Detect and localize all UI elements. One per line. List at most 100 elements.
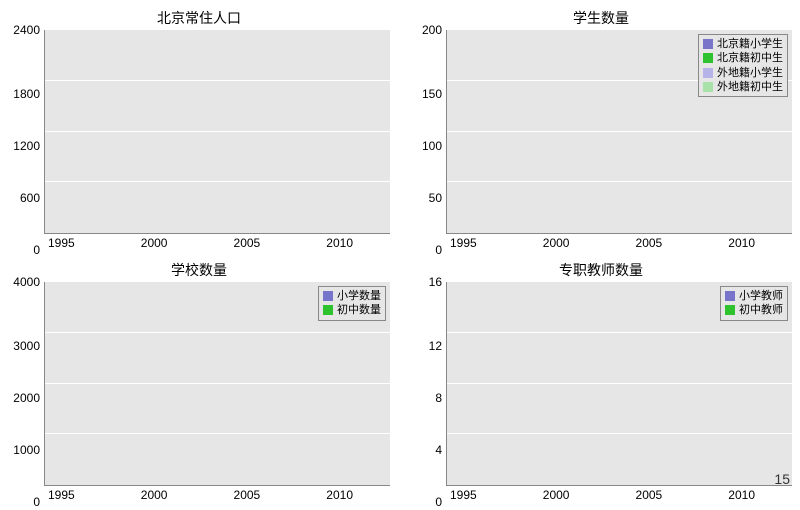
- xtick-label: [370, 488, 387, 502]
- xtick-label: [310, 236, 327, 250]
- plot-area: 北京籍小学生北京籍初中生外地籍小学生外地籍初中生: [446, 30, 792, 234]
- legend-label: 初中数量: [337, 303, 381, 317]
- ytick-label: 0: [410, 244, 442, 256]
- xtick-label: [603, 236, 620, 250]
- xtick-label: [603, 488, 620, 502]
- legend-item: 初中教师: [725, 303, 783, 317]
- ytick-label: 4: [410, 444, 442, 456]
- xtick-label: [619, 488, 636, 502]
- xtick-label: 2010: [326, 488, 353, 502]
- xtick-label: 2010: [728, 488, 755, 502]
- legend-swatch: [725, 305, 735, 315]
- legend-swatch: [703, 39, 713, 49]
- xtick-label: [277, 236, 294, 250]
- xtick-label: [108, 488, 125, 502]
- legend-label: 外地籍初中生: [717, 80, 783, 94]
- xtick-label: [75, 236, 92, 250]
- legend-swatch: [703, 82, 713, 92]
- xaxis: 1995200020052010: [44, 234, 390, 250]
- xaxis: 1995200020052010: [446, 234, 792, 250]
- xtick-label: [260, 488, 277, 502]
- plot-area: [44, 30, 390, 234]
- yaxis: 01000200030004000: [8, 282, 44, 502]
- yaxis: 050100150200: [410, 30, 446, 250]
- chart-schools: 01000200030004000 小学数量初中数量 1995200020052…: [8, 282, 390, 502]
- xtick-label: [526, 488, 543, 502]
- legend: 北京籍小学生北京籍初中生外地籍小学生外地籍初中生: [698, 34, 788, 97]
- panel-teachers: 专职教师数量 0481216 15 小学教师初中教师 1995200020052…: [410, 260, 792, 502]
- xtick-label: [569, 488, 586, 502]
- legend-swatch: [323, 291, 333, 301]
- xtick-label: [526, 236, 543, 250]
- xtick-label: [619, 236, 636, 250]
- chart-students: 050100150200 北京籍小学生北京籍初中生外地籍小学生外地籍初中生 19…: [410, 30, 792, 250]
- xtick-label: [477, 236, 494, 250]
- legend-label: 外地籍小学生: [717, 66, 783, 80]
- legend-swatch: [703, 53, 713, 63]
- xtick-label: [201, 488, 218, 502]
- xtick-label: [712, 236, 729, 250]
- xtick-label: [124, 488, 141, 502]
- xtick-label: [695, 488, 712, 502]
- xtick-label: [493, 236, 510, 250]
- xtick-label: [353, 236, 370, 250]
- title-teachers: 专职教师数量: [410, 260, 792, 280]
- xtick-label: 2005: [234, 488, 261, 502]
- xtick-label: [755, 236, 772, 250]
- xtick-label: [75, 488, 92, 502]
- xtick-label: [260, 236, 277, 250]
- ytick-label: 0: [8, 244, 40, 256]
- legend-swatch: [703, 68, 713, 78]
- chart-grid: 北京常住人口 0600120018002400 1995200020052010…: [8, 8, 792, 502]
- ytick-label: 200: [410, 24, 442, 36]
- yaxis: 0481216: [410, 282, 446, 502]
- xtick-label: 1995: [48, 236, 75, 250]
- xtick-label: [370, 236, 387, 250]
- panel-students: 学生数量 050100150200 北京籍小学生北京籍初中生外地籍小学生外地籍初…: [410, 8, 792, 250]
- xtick-label: [510, 488, 527, 502]
- xtick-label: 1995: [450, 236, 477, 250]
- xtick-label: [91, 488, 108, 502]
- legend-item: 外地籍小学生: [703, 66, 783, 80]
- xtick-label: 2000: [543, 236, 570, 250]
- ytick-label: 1800: [8, 88, 40, 100]
- legend-label: 小学数量: [337, 289, 381, 303]
- ytick-label: 600: [8, 192, 40, 204]
- xtick-label: [124, 236, 141, 250]
- legend-item: 小学教师: [725, 289, 783, 303]
- ytick-label: 8: [410, 392, 442, 404]
- ytick-label: 0: [8, 496, 40, 508]
- xtick-label: [108, 236, 125, 250]
- legend-item: 北京籍初中生: [703, 51, 783, 65]
- legend: 小学教师初中教师: [720, 286, 788, 321]
- xtick-label: 2005: [636, 488, 663, 502]
- chart-population: 0600120018002400 1995200020052010: [8, 30, 390, 250]
- xtick-label: 1995: [450, 488, 477, 502]
- xtick-label: 2010: [326, 236, 353, 250]
- xtick-label: [695, 236, 712, 250]
- xtick-label: [353, 488, 370, 502]
- legend-label: 初中教师: [739, 303, 783, 317]
- legend-item: 北京籍小学生: [703, 37, 783, 51]
- xtick-label: [184, 236, 201, 250]
- xtick-label: [679, 488, 696, 502]
- legend-label: 北京籍初中生: [717, 51, 783, 65]
- xtick-label: [293, 236, 310, 250]
- xtick-label: 2010: [728, 236, 755, 250]
- xtick-label: [679, 236, 696, 250]
- xtick-label: [755, 488, 772, 502]
- xtick-label: [569, 236, 586, 250]
- plot-area: 小学数量初中数量: [44, 282, 390, 486]
- ytick-label: 1200: [8, 140, 40, 152]
- legend-swatch: [725, 291, 735, 301]
- xtick-label: [277, 488, 294, 502]
- panel-schools: 学校数量 01000200030004000 小学数量初中数量 19952000…: [8, 260, 390, 502]
- ytick-label: 2400: [8, 24, 40, 36]
- title-population: 北京常住人口: [8, 8, 390, 28]
- yaxis: 0600120018002400: [8, 30, 44, 250]
- legend-label: 小学教师: [739, 289, 783, 303]
- ytick-label: 2000: [8, 392, 40, 404]
- xtick-label: [477, 488, 494, 502]
- ytick-label: 16: [410, 276, 442, 288]
- xtick-label: [310, 488, 327, 502]
